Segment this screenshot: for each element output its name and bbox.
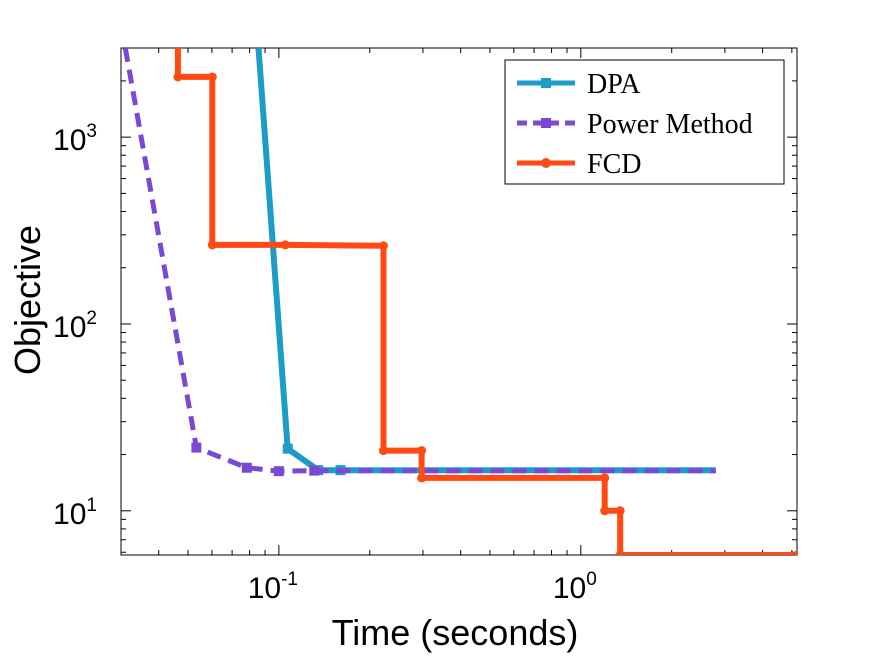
data-point — [417, 446, 427, 456]
data-point — [309, 465, 320, 476]
legend-marker — [541, 78, 551, 88]
data-point — [792, 550, 797, 555]
axis-ticks — [120, 47, 797, 555]
legend-marker — [541, 118, 551, 128]
data-point — [241, 462, 252, 473]
data-point — [600, 473, 610, 483]
data-point — [615, 550, 625, 555]
legend-label: DPA — [587, 69, 641, 100]
data-point — [280, 240, 290, 250]
data-point — [600, 506, 610, 516]
legend-label: Power Method — [587, 109, 753, 140]
y-axis-title: Objective — [7, 225, 48, 375]
y-tick-label: 102 — [53, 308, 97, 344]
data-point — [191, 442, 202, 453]
x-axis-title: Time (seconds) — [332, 612, 579, 653]
data-point — [615, 506, 625, 516]
data-point — [207, 240, 217, 250]
x-tick-label: 10-1 — [248, 569, 298, 605]
data-point — [173, 72, 183, 82]
data-point — [417, 473, 427, 483]
legend-marker — [541, 158, 551, 168]
data-point — [282, 443, 293, 454]
x-tick-label: 100 — [553, 569, 597, 605]
legend: DPA Power Method FCD — [504, 59, 785, 185]
y-tick-label: 101 — [53, 495, 97, 531]
y-tick-label: 103 — [53, 121, 97, 157]
legend-label: FCD — [587, 149, 641, 180]
tick-labels: 10-1 100 101 102 103 — [53, 121, 597, 605]
data-point — [378, 241, 388, 251]
data-point — [273, 466, 284, 477]
series-layer — [122, 48, 797, 555]
data-point — [378, 446, 388, 456]
data-point — [207, 72, 217, 82]
